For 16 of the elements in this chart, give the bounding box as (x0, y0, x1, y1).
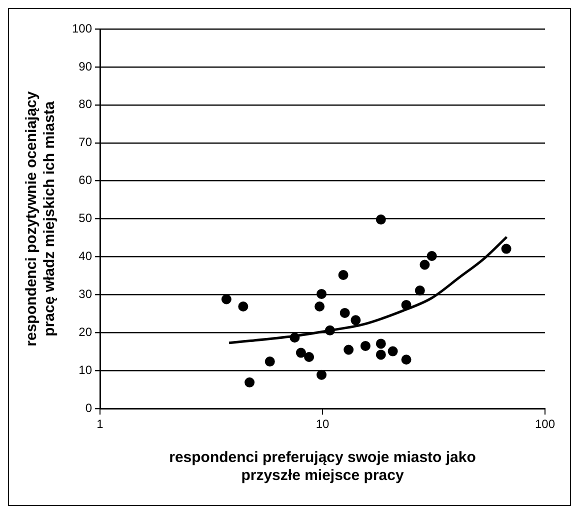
x-tick-label: 10 (316, 417, 330, 432)
y-tick-label: 10 (78, 362, 92, 377)
y-tick-label: 30 (78, 287, 92, 302)
x-axis-title: respondenci preferujący swoje miasto jako przyszłe miejsce pracy (169, 449, 476, 484)
y-tick-label: 90 (78, 59, 92, 74)
y-tick-label: 50 (78, 211, 92, 226)
y-tick-label: 0 (85, 400, 92, 415)
x-tick-label: 1 (96, 417, 104, 432)
y-tick-label: 100 (72, 21, 92, 36)
y-axis-title: respondenci pozytywnie oceniający pracę władz miejskich ich miasta (23, 90, 58, 346)
y-tick-label: 80 (78, 97, 92, 112)
y-tick-label: 70 (78, 135, 92, 150)
y-tick-label: 40 (78, 249, 92, 264)
y-tick-label: 20 (78, 324, 92, 339)
x-tick-label: 100 (534, 417, 556, 432)
y-tick-label: 60 (78, 173, 92, 188)
